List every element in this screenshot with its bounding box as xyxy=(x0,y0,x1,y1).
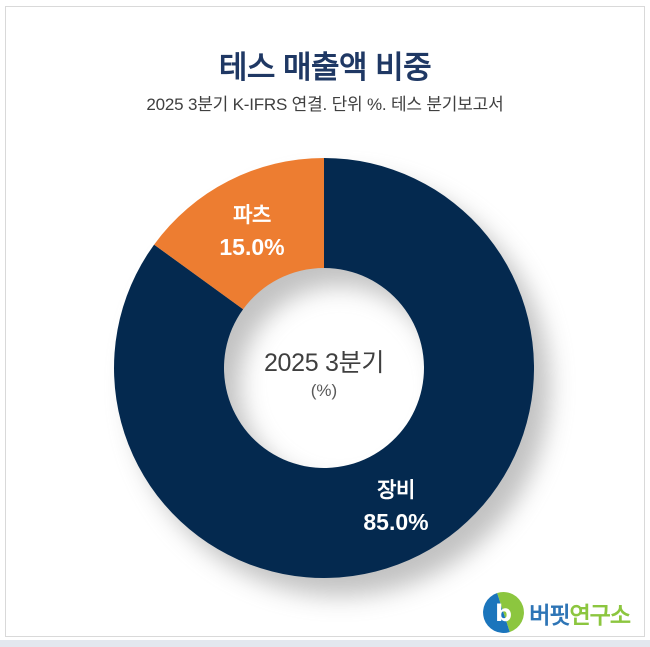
buffett-lab-logo-icon: b xyxy=(483,592,525,633)
donut-center-period: 2025 3분기 xyxy=(263,349,385,377)
donut-chart xyxy=(114,158,534,578)
slice-label-parts-name: 파츠 xyxy=(233,204,271,227)
slice-label-parts-value: 15.0% xyxy=(219,234,285,260)
logo-icon-letter: b xyxy=(495,599,512,627)
chart-title: 테스 매출액 비중 xyxy=(218,50,432,85)
slice-label-equipment-name: 장비 xyxy=(377,479,415,502)
donut-center-unit: (%) xyxy=(310,381,338,400)
logo-text: 버핏연구소 xyxy=(529,596,631,630)
bottom-edge-strip xyxy=(0,640,650,647)
logo-text-secondary: 연구소 xyxy=(569,601,631,628)
slice-label-equipment: 장비 85.0% xyxy=(326,476,466,539)
donut-slice-parts xyxy=(154,158,324,310)
logo-icon-green-half xyxy=(497,592,525,632)
chart-subtitle: 2025 3분기 K-IFRS 연결. 단위 %. 테스 분기보고서 xyxy=(146,95,504,114)
buffett-lab-logo: b 버핏연구소 xyxy=(481,590,631,635)
donut-slice-equipment xyxy=(114,158,534,578)
slice-label-parts: 파츠 15.0% xyxy=(182,201,322,264)
logo-text-primary: 버핏 xyxy=(529,601,570,628)
donut-center-label: 2025 3분기 (%) xyxy=(224,347,424,403)
slice-label-equipment-value: 85.0% xyxy=(363,509,429,535)
logo-icon-blue-half xyxy=(483,593,511,633)
